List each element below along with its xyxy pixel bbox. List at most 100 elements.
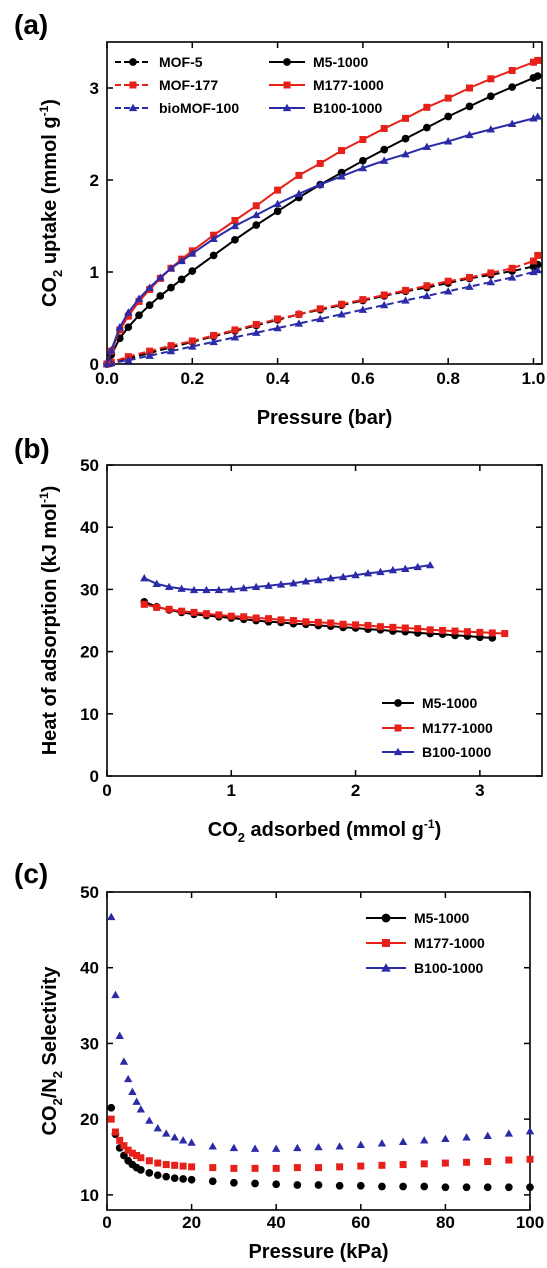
data-point	[170, 1174, 179, 1183]
y-axis-title: CO2 uptake (mmol g-1)	[37, 99, 65, 307]
data-point	[401, 134, 410, 143]
data-point	[154, 1159, 162, 1167]
legend-label: M177-1000	[313, 77, 384, 93]
legend-marker	[282, 103, 292, 112]
data-point	[231, 326, 239, 334]
legend-label: B100-1000	[313, 100, 382, 116]
legend-marker	[129, 81, 137, 89]
data-point	[486, 92, 495, 101]
x-tick-label: 20	[182, 1213, 201, 1232]
data-point	[402, 286, 410, 294]
data-point	[171, 1161, 179, 1169]
series-m5-1000	[103, 72, 542, 368]
data-point	[302, 618, 310, 626]
data-point	[170, 1133, 179, 1141]
data-point	[316, 305, 324, 313]
data-point	[314, 618, 322, 626]
y-tick-label: 2	[90, 171, 99, 190]
y-axis-title: CO2/N2 Selectivity	[39, 966, 65, 1136]
data-point	[358, 305, 368, 313]
legend-marker	[394, 699, 402, 707]
data-point	[401, 296, 410, 304]
data-point	[335, 1181, 344, 1190]
legend-marker	[394, 724, 402, 732]
data-point	[190, 608, 198, 616]
data-point	[529, 257, 537, 265]
data-point	[401, 624, 409, 632]
x-axis-title: CO2 adsorbed (mmol g-1)	[208, 817, 441, 845]
data-point	[188, 267, 197, 275]
data-point	[338, 147, 346, 155]
y-tick-label: 3	[90, 79, 99, 98]
legend-marker	[393, 747, 403, 756]
data-point	[136, 1105, 146, 1113]
data-point	[227, 585, 236, 593]
data-point	[162, 1129, 171, 1137]
data-point	[251, 582, 261, 591]
data-point	[534, 251, 542, 259]
series-biomof-100	[102, 265, 542, 368]
legend-label: M177-1000	[422, 720, 493, 736]
data-point	[389, 623, 397, 631]
data-point	[364, 621, 372, 629]
series-m177-1000	[140, 600, 509, 638]
data-point	[380, 145, 389, 154]
data-point	[187, 1175, 196, 1184]
legend-entry: M5-1000	[382, 695, 477, 711]
data-point	[488, 629, 496, 637]
data-point	[231, 235, 239, 244]
data-point	[289, 578, 298, 587]
legend: MOF-5 MOF-177 bioMOF-100 M5-1000 M177-1000 B1…	[115, 54, 384, 116]
y-tick-label: 20	[80, 1110, 99, 1129]
series-b100-1000	[102, 112, 542, 368]
legend-label: bioMOF-100	[159, 100, 239, 116]
data-point	[376, 623, 384, 631]
data-point	[107, 346, 116, 354]
data-point	[507, 273, 517, 281]
data-point	[124, 1146, 132, 1154]
data-point	[337, 172, 346, 180]
data-point	[179, 1175, 187, 1183]
data-point	[401, 150, 410, 158]
x-tick-label: 100	[516, 1213, 544, 1232]
data-point	[153, 603, 161, 611]
data-point	[294, 189, 304, 197]
series-line	[143, 564, 431, 591]
data-point	[187, 1138, 196, 1146]
y-tick-label: 50	[80, 456, 99, 475]
data-point	[337, 310, 346, 318]
data-point	[162, 1172, 171, 1181]
data-point	[132, 1097, 141, 1105]
data-point	[358, 163, 368, 172]
x-tick-label: 0.2	[180, 369, 204, 388]
data-point	[388, 565, 398, 574]
data-point	[336, 1163, 344, 1171]
data-point	[326, 574, 335, 582]
data-point	[486, 125, 496, 133]
data-point	[230, 221, 240, 230]
x-tick-label: 40	[267, 1213, 286, 1232]
data-point	[356, 1181, 365, 1190]
data-point	[153, 1171, 162, 1180]
data-point	[338, 572, 348, 581]
data-point	[441, 1183, 450, 1192]
data-point	[465, 130, 474, 139]
data-point	[276, 580, 286, 588]
data-point	[140, 574, 149, 582]
x-tick-label: 0.6	[351, 369, 375, 388]
data-point	[167, 283, 175, 292]
x-tick-label: 2	[351, 781, 360, 800]
chart-panel-1: (a) 0.0 0.2 0.4 0.6 0.8 1.0 0 1 2 3 Pressure (bar) C…	[14, 9, 545, 429]
data-point	[156, 292, 165, 300]
data-point	[534, 56, 542, 64]
data-point	[251, 1164, 259, 1172]
data-point	[444, 112, 453, 121]
data-point	[463, 628, 471, 636]
y-tick-label: 1	[90, 263, 99, 282]
y-tick-label: 30	[80, 1034, 99, 1053]
x-tick-label: 60	[351, 1213, 370, 1232]
legend-label: M5-1000	[414, 910, 469, 926]
data-point	[134, 294, 144, 302]
data-point	[177, 256, 186, 265]
